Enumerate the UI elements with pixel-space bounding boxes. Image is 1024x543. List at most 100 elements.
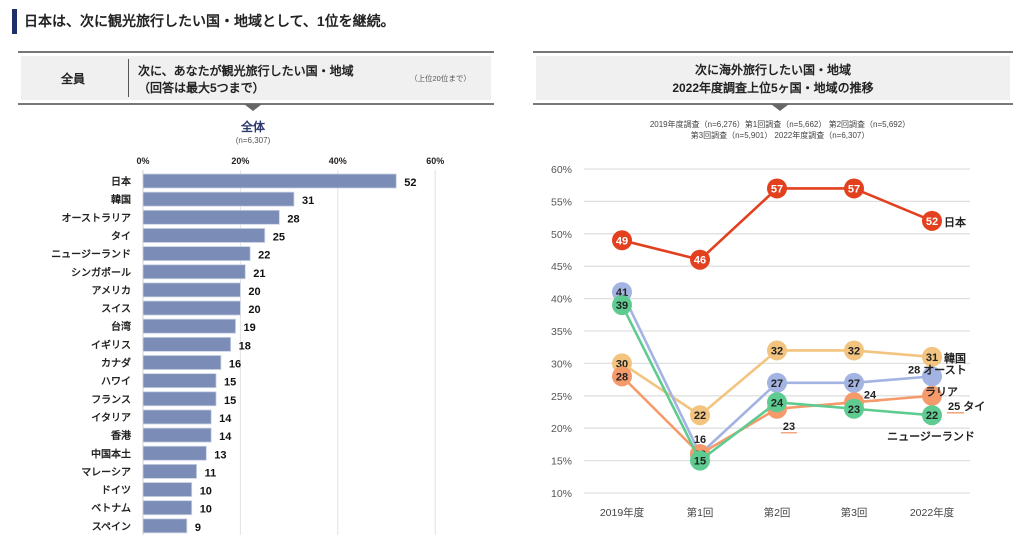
bar bbox=[142, 282, 241, 298]
data-label: 31 bbox=[926, 352, 938, 364]
category-label: スイス bbox=[101, 303, 131, 315]
bar bbox=[142, 409, 212, 425]
header-divider bbox=[128, 59, 129, 97]
category-label: ベトナム bbox=[91, 503, 131, 515]
series-end-label: 日本 bbox=[944, 215, 966, 229]
bar bbox=[142, 228, 266, 243]
down-arrow-icon bbox=[771, 104, 789, 111]
data-label: 46 bbox=[694, 255, 706, 267]
x-tick-label: 60% bbox=[426, 156, 444, 166]
right-panel-header: 次に海外旅行したい国・地域 2022年度調査上位5ヶ国・地域の推移 bbox=[533, 51, 1013, 105]
y-tick-label: 30% bbox=[551, 358, 572, 370]
category-label: ニュージーランド bbox=[51, 249, 131, 261]
value-label: 22 bbox=[258, 250, 270, 262]
data-point-marker bbox=[844, 178, 864, 199]
value-label: 16 bbox=[229, 359, 241, 371]
category-label: カナダ bbox=[101, 357, 131, 370]
headline-accent-bar bbox=[12, 9, 17, 34]
page-headline: 日本は、次に観光旅行したい国・地域として、1位を継続。 bbox=[24, 13, 395, 29]
data-point-marker bbox=[690, 450, 710, 471]
data-point-marker bbox=[767, 392, 787, 413]
data-point-marker bbox=[612, 366, 632, 387]
category-label: ドイツ bbox=[101, 485, 131, 497]
value-label: 14 bbox=[219, 413, 232, 425]
bar bbox=[142, 336, 232, 352]
y-tick-label: 60% bbox=[551, 164, 572, 176]
y-tick-label: 45% bbox=[551, 261, 572, 273]
y-tick-label: 35% bbox=[551, 326, 572, 338]
data-point-marker bbox=[922, 405, 942, 426]
value-label: 20 bbox=[248, 304, 260, 316]
bar bbox=[142, 500, 193, 516]
x-tick-label: 2022年度 bbox=[910, 506, 955, 519]
category-label: ハワイ bbox=[101, 376, 131, 388]
data-label: 22 bbox=[926, 410, 938, 422]
bar bbox=[142, 427, 212, 443]
series-4: 39 15 24 23 22 bbox=[612, 295, 942, 471]
category-label: マレーシア bbox=[81, 466, 131, 478]
y-tick-label: 10% bbox=[551, 488, 572, 500]
series-end-label: ニュージーランド bbox=[887, 430, 975, 443]
data-label: 57 bbox=[771, 183, 783, 195]
data-label: 27 bbox=[848, 378, 860, 390]
category-label: シンガポール bbox=[71, 266, 131, 279]
bar bbox=[142, 355, 222, 370]
data-point-marker bbox=[922, 385, 942, 406]
category-label: オーストラリア bbox=[62, 212, 132, 224]
data-label: 24 bbox=[864, 389, 877, 401]
series-end-label: 25 タイ bbox=[948, 400, 985, 413]
value-label: 52 bbox=[404, 177, 416, 189]
y-tick-label: 40% bbox=[551, 294, 572, 306]
value-label: 11 bbox=[205, 467, 217, 479]
data-label: 23 bbox=[848, 404, 860, 416]
value-label: 9 bbox=[195, 522, 201, 534]
data-point-marker bbox=[767, 178, 787, 199]
data-point-marker bbox=[922, 346, 942, 367]
bar bbox=[142, 318, 236, 334]
question-line-2: （回答は最大5つまで） bbox=[138, 81, 265, 95]
data-label: 32 bbox=[848, 345, 860, 357]
bar-chart-subtitle: (n=6,307) bbox=[235, 136, 271, 145]
x-tick-label: 20% bbox=[231, 156, 249, 166]
top20-note: （上位20位まで） bbox=[410, 74, 471, 83]
data-label: 28 bbox=[616, 371, 628, 383]
bar bbox=[142, 300, 241, 316]
bar-chart-title: 全体 bbox=[240, 120, 265, 134]
series-5: 49 46 57 57 52 bbox=[612, 178, 942, 270]
left-panel-header: 全員 次に、あなたが観光旅行したい国・地域 （回答は最大5つまで） （上位20位… bbox=[18, 51, 494, 105]
value-label: 21 bbox=[253, 268, 265, 280]
bar bbox=[142, 191, 295, 207]
x-tick-label: 第1回 bbox=[687, 506, 714, 519]
y-tick-label: 50% bbox=[551, 229, 572, 241]
question-line-1: 次に、あなたが観光旅行したい国・地域 bbox=[138, 64, 354, 78]
value-label: 10 bbox=[200, 504, 212, 516]
bar-chart: 0% 20% 40% 60% 日本 52 韓国 31 オーストラリア 28 タイ 25 ニュージーランド… bbox=[51, 156, 444, 535]
category-label: スペイン bbox=[92, 521, 131, 533]
data-point-marker bbox=[844, 340, 864, 361]
data-label: 57 bbox=[848, 183, 860, 195]
category-label: イギリス bbox=[91, 338, 131, 351]
category-label: アメリカ bbox=[92, 285, 132, 297]
bar bbox=[142, 373, 217, 389]
data-point-marker bbox=[690, 249, 710, 270]
y-tick-label: 20% bbox=[551, 423, 572, 435]
value-label: 25 bbox=[273, 231, 285, 243]
series-end-label: 28 オースト bbox=[908, 363, 967, 376]
bar bbox=[142, 391, 217, 407]
data-label: 22 bbox=[694, 410, 706, 422]
bar bbox=[142, 173, 397, 189]
survey-note-line-2: 第3回調査（n=5,901） 2022年度調査（n=6,307） bbox=[690, 131, 870, 140]
category-label: イタリア bbox=[91, 412, 131, 424]
x-tick-label: 40% bbox=[329, 156, 347, 166]
right-header-background bbox=[536, 56, 1010, 100]
value-label: 31 bbox=[302, 195, 314, 207]
data-label: 15 bbox=[694, 456, 706, 468]
value-label: 28 bbox=[287, 213, 299, 225]
category-label: フランス bbox=[91, 394, 131, 406]
value-label: 13 bbox=[214, 449, 226, 461]
category-label: タイ bbox=[111, 230, 131, 242]
bar bbox=[142, 482, 193, 497]
x-tick-label: 第3回 bbox=[841, 506, 868, 519]
left-header-background bbox=[21, 56, 491, 100]
data-label: 32 bbox=[771, 345, 783, 357]
